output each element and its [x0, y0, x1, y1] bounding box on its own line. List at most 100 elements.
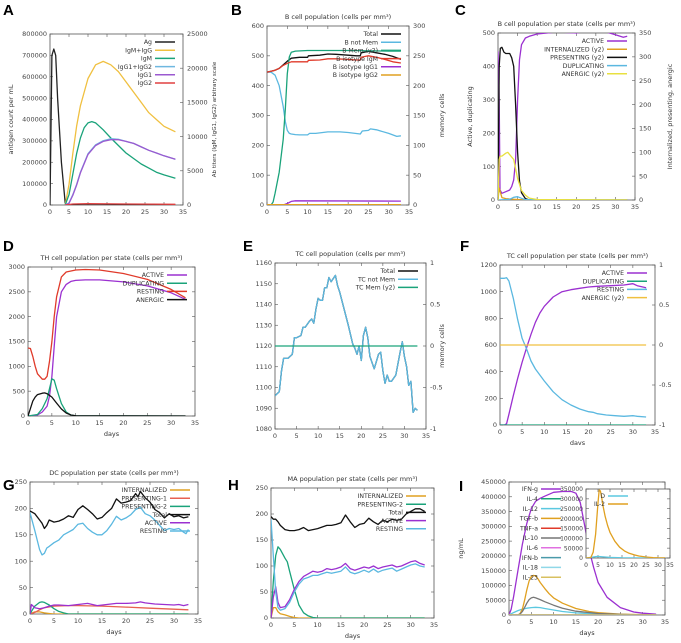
x-tick-label: 20 [122, 617, 130, 625]
x-tick-label: 35 [179, 208, 187, 215]
y-tick-label: 0 [43, 201, 47, 209]
plot-frame [270, 487, 435, 619]
legend-label: ACTIVE [582, 38, 604, 45]
x-tick-label: 15 [98, 617, 106, 625]
x-tick-label: 10 [549, 618, 557, 626]
series-line-duplicating [498, 196, 628, 200]
series-line-active [30, 601, 189, 614]
y-tick-label: 0 [21, 412, 25, 420]
y-tick-label: 400000 [481, 493, 506, 501]
chart-svg-g: 0 5 10 15 20 25 30 35 0 50 100 150 200 250 DC populati… [15, 469, 203, 636]
x-tick-label: 25 [379, 432, 387, 440]
y2-tick-label: 0 [430, 342, 434, 350]
legend-label: PRESENTING-2 [357, 501, 403, 508]
y-tick-label: 100 [15, 557, 27, 565]
chart-title: DC population per state (cells per mm³) [49, 469, 179, 477]
legend-label: PRESENTING-1 [121, 495, 167, 502]
legend-label: IFN-b [522, 555, 538, 562]
panel-label: E [243, 238, 254, 255]
legend-label: IL-18 [523, 565, 538, 572]
chart-svg-d: 0 5 10 15 20 25 30 35 0 500 1000 1500 2000 2500 3000 TH… [8, 254, 199, 438]
y-tick-label: 150000 [560, 526, 583, 533]
x-tick-label: 25 [607, 428, 615, 436]
y2-axis-label: Ab titers (IgM, IgG1, IgG2) arbitrary sc… [212, 61, 218, 177]
x-tick-label: 20 [572, 203, 580, 211]
x-tick-label: 35 [651, 428, 659, 436]
y2-tick-label: 20000 [187, 64, 208, 72]
legend-label: IL-12 [523, 506, 538, 513]
panel-label: B [231, 2, 242, 19]
y2-tick-label: 100 [413, 142, 425, 150]
x-tick-label: 20 [122, 208, 130, 215]
y2-tick-label: 0 [659, 341, 663, 349]
series-line-resting [271, 519, 425, 611]
chart-svg-e: 0 5 10 15 20 25 30 3510801090110011101120113011… [255, 250, 446, 440]
y2-tick-label: 300 [639, 53, 651, 61]
x-tick-label: 15 [336, 432, 344, 440]
legend: IFN-g IL-4 IL-12 TGF-b TNF-a IL-10 IL-6 IFN-b IL… [519, 486, 561, 581]
x-tick-label: 20 [344, 208, 352, 215]
y-tick-label: 1140 [255, 301, 272, 309]
legend-label: IgM [141, 56, 152, 63]
y-tick-label: 250000 [560, 506, 583, 513]
plot-frame [29, 481, 199, 615]
y-tick-label: 100 [256, 562, 268, 570]
series-line-ag [50, 48, 176, 205]
legend-label: INTERNALIZED [358, 493, 404, 500]
y-tick-label: 350000 [560, 486, 583, 493]
legend-label: TC not Mem [357, 276, 395, 283]
x-tick-label: 15 [562, 428, 570, 436]
x-tick-label: 30 [611, 203, 619, 211]
y-tick-label: 1090 [255, 404, 272, 412]
legend-label: ANERGIC [136, 297, 164, 304]
series-line-tc-not-mem [275, 274, 418, 414]
legend-label: DUPLICATING [583, 278, 625, 285]
x-tick-label: 30 [639, 618, 647, 626]
x-tick-label: 15 [337, 621, 345, 629]
panel-label: G [3, 477, 15, 494]
y2-tick-label: 150 [413, 112, 425, 120]
y-tick-label: 150000 [481, 567, 506, 575]
legend-label: DUPLICATING [123, 280, 165, 287]
y2-tick-label: 150 [639, 125, 651, 133]
chart-title: MA population per state (cells per mm³) [287, 475, 417, 483]
legend-label: INTERNALIZED (y2) [544, 46, 604, 53]
legend-label: Ag [144, 39, 152, 46]
x-tick-label: 5 [285, 208, 289, 215]
x-tick-label: 25 [141, 208, 149, 215]
x-tick-label: 25 [146, 617, 154, 625]
x-tick-label: 35 [422, 432, 430, 440]
series-line-igm [64, 120, 176, 205]
legend: DIL-2 [594, 493, 628, 508]
panel-label: C [455, 2, 466, 19]
y-tick-label: 1100 [255, 384, 272, 392]
y-tick-label: 1150 [255, 280, 272, 288]
y-tick-label: 800 [485, 315, 497, 323]
legend-label: TC Mem (y2) [355, 285, 395, 292]
y-tick-label: 200000 [560, 516, 583, 523]
y-tick-label: 50000 [564, 545, 583, 552]
y-tick-label: 500000 [22, 94, 47, 102]
y2-tick-label: 0.5 [659, 301, 669, 309]
series-line-total [30, 490, 189, 530]
y-tick-label: 800000 [22, 30, 47, 38]
y2-axis-label: memory cells [438, 323, 446, 367]
legend-label: RESTING [137, 289, 164, 296]
y-tick-label: 250 [15, 478, 27, 486]
y-tick-label: 250 [256, 484, 268, 492]
x-tick-label: 0 [498, 428, 502, 436]
x-tick-label: 5 [596, 562, 600, 569]
legend-label: TGF-b [519, 516, 538, 523]
x-tick-label: 20 [630, 562, 638, 569]
y-tick-label: 50 [260, 588, 268, 596]
chart-svg-f: 0 5 10 15 20 25 30 35020040060080010001200-1-0.… [480, 252, 671, 445]
y2-tick-label: 250 [413, 52, 425, 60]
y2-tick-label: -1 [659, 421, 665, 429]
series-line-resting [30, 506, 189, 556]
y-tick-label: 0 [491, 196, 495, 204]
legend-label: DUPLICATING [563, 63, 605, 70]
y2-tick-label: 5000 [187, 167, 204, 175]
